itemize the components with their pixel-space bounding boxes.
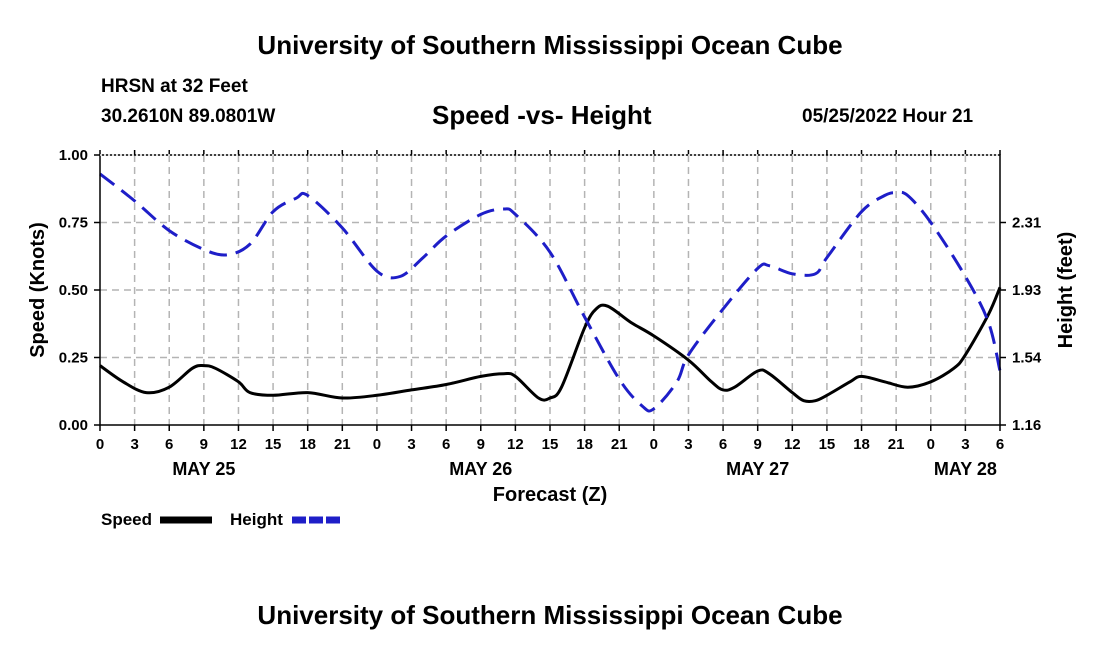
x-tick-label: 0 bbox=[373, 436, 381, 453]
legend-label-height: Height bbox=[230, 510, 283, 529]
x-axis-label: Forecast (Z) bbox=[493, 484, 607, 506]
y-tick-label: 0.50 bbox=[59, 282, 88, 299]
x-tick-label: 6 bbox=[165, 436, 173, 453]
y2-tick-label: 1.93 bbox=[1012, 282, 1041, 299]
series-line-speed bbox=[99, 286, 1002, 404]
x-tick-label: 6 bbox=[442, 436, 450, 453]
y-tick-label: 1.00 bbox=[59, 147, 88, 164]
x-tick-label: 3 bbox=[684, 436, 692, 453]
x-tick-label: 21 bbox=[888, 436, 905, 453]
x-tick-label: 9 bbox=[477, 436, 485, 453]
x-tick-label: 9 bbox=[754, 436, 762, 453]
y-tick-label: 0.75 bbox=[59, 215, 88, 232]
y-tick-label: 0.25 bbox=[59, 350, 88, 367]
x-tick-label: 3 bbox=[407, 436, 415, 453]
chart-title: Speed -vs- Height bbox=[432, 100, 652, 130]
station-coords: 30.2610N 89.0801W bbox=[101, 106, 276, 127]
x-tick-label: 6 bbox=[719, 436, 727, 453]
x-tick-label: 18 bbox=[299, 436, 316, 453]
x-tick-label: 0 bbox=[96, 436, 104, 453]
date-label: MAY 27 bbox=[726, 459, 789, 479]
x-tick-label: 12 bbox=[784, 436, 801, 453]
x-tick-label: 9 bbox=[200, 436, 208, 453]
x-tick-label: 3 bbox=[130, 436, 138, 453]
x-tick-label: 21 bbox=[334, 436, 351, 453]
y2-tick-label: 1.54 bbox=[1012, 350, 1042, 367]
x-tick-label: 18 bbox=[576, 436, 593, 453]
page-title-bottom: University of Southern Mississippi Ocean… bbox=[257, 600, 843, 630]
x-tick-label: 21 bbox=[611, 436, 628, 453]
date-label: MAY 25 bbox=[172, 459, 235, 479]
y-axis-label: Speed (Knots) bbox=[27, 222, 49, 358]
x-tick-label: 12 bbox=[507, 436, 524, 453]
series-line-height bbox=[99, 172, 1002, 413]
date-label: MAY 26 bbox=[449, 459, 512, 479]
x-tick-label: 12 bbox=[230, 436, 247, 453]
x-tick-label: 0 bbox=[927, 436, 935, 453]
forecast-datetime: 05/25/2022 Hour 21 bbox=[802, 106, 974, 127]
grid-lines bbox=[100, 155, 1000, 425]
station-label: HRSN at 32 Feet bbox=[101, 76, 248, 97]
x-tick-label: 0 bbox=[650, 436, 658, 453]
y2-axis-label: Height (feet) bbox=[1055, 232, 1077, 349]
y2-tick-label: 2.31 bbox=[1012, 215, 1041, 232]
legend: Speed Height bbox=[101, 510, 342, 529]
legend-label-speed: Speed bbox=[101, 510, 152, 529]
speed-height-chart: 0 3 6 9 12 15 18 21 0 3 6 9 12 15 18 21 0 3 6 9 12 15 18 21 0 3 6 0… bbox=[27, 147, 1077, 529]
x-tick-label: 15 bbox=[265, 436, 282, 453]
x-tick-label: 18 bbox=[853, 436, 870, 453]
x-tick-label: 6 bbox=[996, 436, 1004, 453]
date-label: MAY 28 bbox=[934, 459, 997, 479]
x-tick-label: 15 bbox=[542, 436, 559, 453]
x-tick-label: 15 bbox=[819, 436, 836, 453]
y2-tick-label: 1.16 bbox=[1012, 417, 1041, 434]
x-tick-label: 3 bbox=[961, 436, 969, 453]
page-title: University of Southern Mississippi Ocean… bbox=[257, 30, 843, 60]
y-tick-label: 0.00 bbox=[59, 417, 88, 434]
